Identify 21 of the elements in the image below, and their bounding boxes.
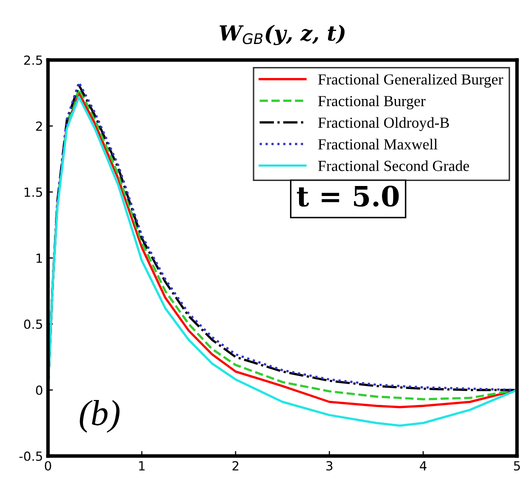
chart-title: W$_{GB}$(y, z, t): [220, 24, 345, 46]
x-tick-label: 2: [232, 461, 238, 470]
x-tick-label: 5: [514, 461, 520, 471]
x-tick-label: 3: [326, 461, 332, 471]
y-tick-label: 1.5: [24, 188, 42, 197]
y-tick-label: 1: [36, 254, 42, 263]
y-tick-label: 0.5: [24, 319, 42, 329]
legend-label: Fractional Second Grade: [318, 160, 470, 172]
x-tick-label: 1: [139, 461, 145, 470]
x-tick-label: 0: [44, 461, 52, 471]
annotation: t = 5.0: [296, 186, 399, 207]
legend-label: Fractional Maxwell: [318, 138, 438, 150]
y-tick-label: 2: [36, 121, 42, 131]
legend-label: Fractional Generalized Burger: [318, 74, 504, 88]
y-tick-label: 0: [36, 385, 42, 395]
x-tick-label: 4: [420, 461, 426, 470]
legend-label: Fractional Oldroyd-B: [318, 117, 449, 131]
y-tick-label: 2.5: [24, 55, 42, 65]
y-tick-label: -0.5: [19, 451, 42, 461]
legend-label: Fractional Burger: [318, 95, 426, 110]
annotation: (b): [80, 400, 120, 433]
